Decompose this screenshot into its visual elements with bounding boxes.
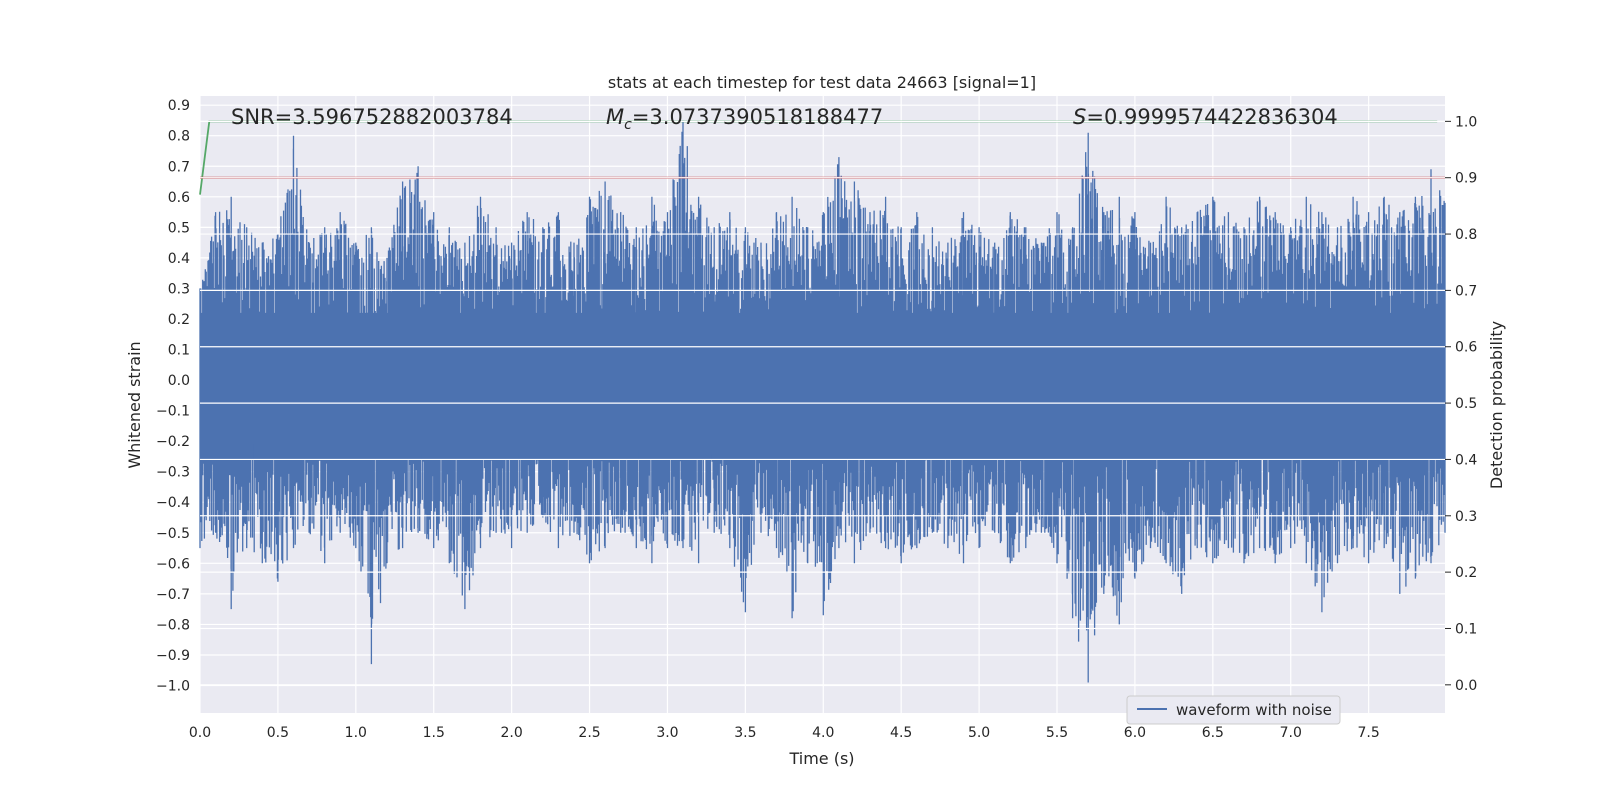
left-y-tick-label: 0.0 [168,373,190,389]
left-y-tick-label: 0.7 [168,159,190,175]
left-y-tick-label: −0.1 [156,404,190,420]
chirp-mass-symbol: M [606,105,624,129]
s-value: =0.9999574422836304 [1086,105,1337,129]
chirp-mass-annotation: Mc=3.0737390518188477 [606,105,883,133]
left-y-tick-label: −0.9 [156,648,190,664]
left-y-tick-label: −0.5 [156,526,190,542]
right-y-tick-label: 0.0 [1455,678,1477,694]
left-y-tick-label: 0.3 [168,281,190,297]
chart-title: stats at each timestep for test data 246… [608,73,1036,92]
x-tick-label: 0.5 [267,725,289,741]
right-y-tick-label: 0.8 [1455,227,1477,243]
x-axis-label: Time (s) [788,749,854,768]
s-annotation: S=0.9999574422836304 [1073,105,1338,129]
left-y-tick-label: −0.7 [156,587,190,603]
x-tick-label: 1.5 [423,725,445,741]
x-tick-label: 5.5 [1046,725,1068,741]
x-tick-label: 6.0 [1124,725,1146,741]
chirp-mass-subscript: c [624,117,632,133]
left-y-tick-label: −0.6 [156,556,190,572]
left-y-tick-label: −0.8 [156,617,190,633]
right-y-tick-label: 0.6 [1455,340,1477,356]
x-tick-label: 6.5 [1202,725,1224,741]
x-tick-label: 7.5 [1358,725,1380,741]
left-y-tick-label: −0.2 [156,434,190,450]
right-y-axis-label: Detection probability [1487,321,1506,489]
x-tick-label: 2.0 [501,725,523,741]
snr-annotation: SNR=3.596752882003784 [231,105,513,129]
left-y-tick-label: −0.4 [156,495,190,511]
right-y-tick-label: 1.0 [1455,114,1477,130]
x-tick-label: 7.0 [1280,725,1302,741]
left-y-tick-label: 0.5 [168,220,190,236]
x-tick-label: 4.5 [890,725,912,741]
chirp-mass-value: =3.0737390518188477 [632,105,883,129]
right-axis-grid [200,120,1445,686]
right-y-tick-label: 0.2 [1455,565,1477,581]
x-tick-label: 3.0 [656,725,678,741]
x-tick-label: 3.5 [734,725,756,741]
legend-box [1126,695,1341,725]
left-y-axis-ticks: 0.9 0.8 0.7 0.6 0.5 0.4 0.3 0.2 0.1 0.0 −0.1 −0.2 −0… [156,98,190,694]
x-tick-label: 0.0 [189,725,211,741]
left-y-tick-label: 0.9 [168,98,190,114]
right-y-tick-label: 0.1 [1455,621,1477,637]
left-y-axis-label: Whitened strain [125,341,144,468]
left-y-tick-label: 0.6 [168,190,190,206]
right-y-axis-ticks: 1.0 0.9 0.8 0.7 0.6 0.5 0.4 0.3 0.2 0.1 0.0 [1445,114,1477,694]
right-y-tick-label: 0.3 [1455,509,1477,525]
left-y-tick-label: 0.8 [168,129,190,145]
right-y-tick-label: 0.5 [1455,396,1477,412]
left-y-tick-label: −1.0 [156,679,190,695]
left-y-tick-label: 0.1 [168,343,190,359]
x-tick-label: 2.5 [578,725,600,741]
s-symbol: S [1073,105,1086,129]
x-tick-label: 5.0 [968,725,990,741]
right-y-tick-label: 0.9 [1455,171,1477,187]
x-tick-label: 4.0 [812,725,834,741]
waveform-with-noise-series [199,120,1446,683]
left-y-tick-label: −0.3 [156,465,190,481]
right-y-tick-label: 0.7 [1455,283,1477,299]
left-y-tick-label: 0.2 [168,312,190,328]
right-y-tick-label: 0.4 [1455,452,1477,468]
left-y-tick-label: 0.4 [168,251,190,267]
x-tick-label: 1.0 [345,725,367,741]
x-axis-ticks: 0.0 0.5 1.0 1.5 2.0 2.5 3.0 3.5 4.0 4.5 5.0 5.5 6.0 6… [189,725,1380,741]
legend: waveform with noise [1126,695,1341,725]
legend-label: waveform with noise [1176,701,1332,719]
